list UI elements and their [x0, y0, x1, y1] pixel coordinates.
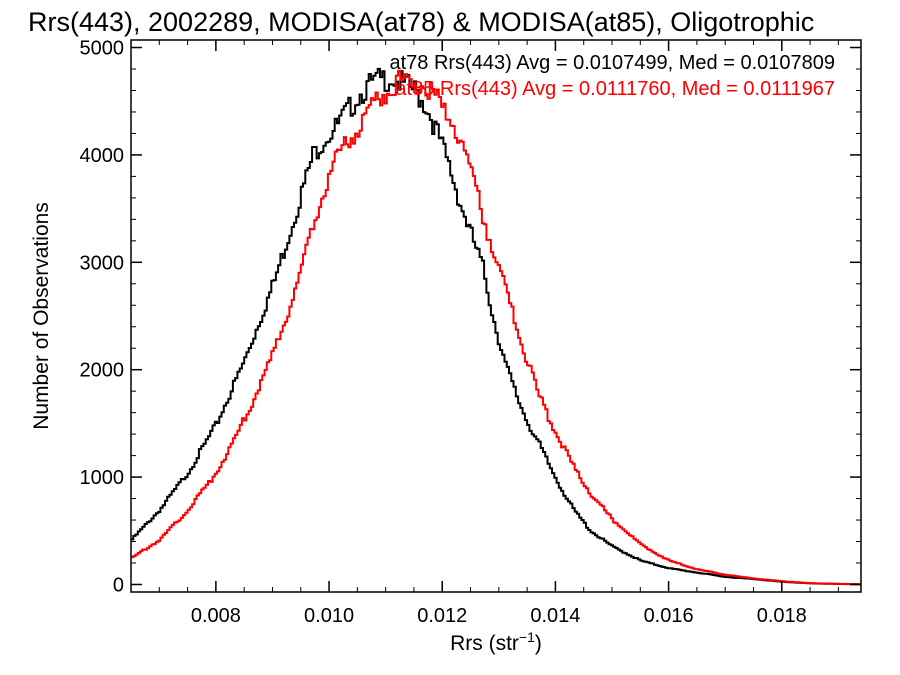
x-axis: 0.008 0.010 0.012 0.014 0.016 0.018 [130, 40, 839, 627]
x-tick-label: 0.012 [417, 605, 467, 627]
x-tick-label: 0.016 [644, 605, 694, 627]
series-at78-line [131, 67, 861, 586]
y-tick-label: 2000 [80, 360, 125, 382]
x-axis-title-close: ) [535, 632, 542, 655]
y-tick-label: 3000 [80, 252, 125, 274]
x-axis-title-superscript: −1 [519, 629, 535, 645]
x-axis-title-main: Rrs (str [450, 632, 519, 655]
x-tick-label: 0.018 [757, 605, 807, 627]
legend: at78 Rrs(443) Avg = 0.0107499, Med = 0.0… [389, 52, 835, 100]
y-axis: 0 1000 2000 3000 4000 5000 [80, 38, 861, 596]
y-tick-label: 1000 [80, 467, 125, 489]
x-tick-label: 0.008 [191, 605, 241, 627]
x-axis-title: Rrs (str−1) [450, 629, 542, 655]
x-tick-label: 0.014 [530, 605, 580, 627]
series-at85-line [131, 69, 861, 586]
series-layer [131, 67, 861, 586]
y-tick-label: 0 [113, 574, 124, 596]
y-tick-label: 4000 [80, 145, 125, 167]
x-tick-label: 0.010 [304, 605, 354, 627]
y-tick-label: 5000 [80, 38, 125, 60]
chart-title: Rrs(443), 2002289, MODISA(at78) & MODISA… [28, 7, 814, 37]
plot-frame [130, 39, 862, 593]
legend-entry-at78: at78 Rrs(443) Avg = 0.0107499, Med = 0.0… [389, 52, 835, 74]
legend-entry-at85: at85 Rrs(443) Avg = 0.0111760, Med = 0.0… [395, 78, 835, 100]
y-axis-title: Number of Observations [30, 202, 53, 430]
